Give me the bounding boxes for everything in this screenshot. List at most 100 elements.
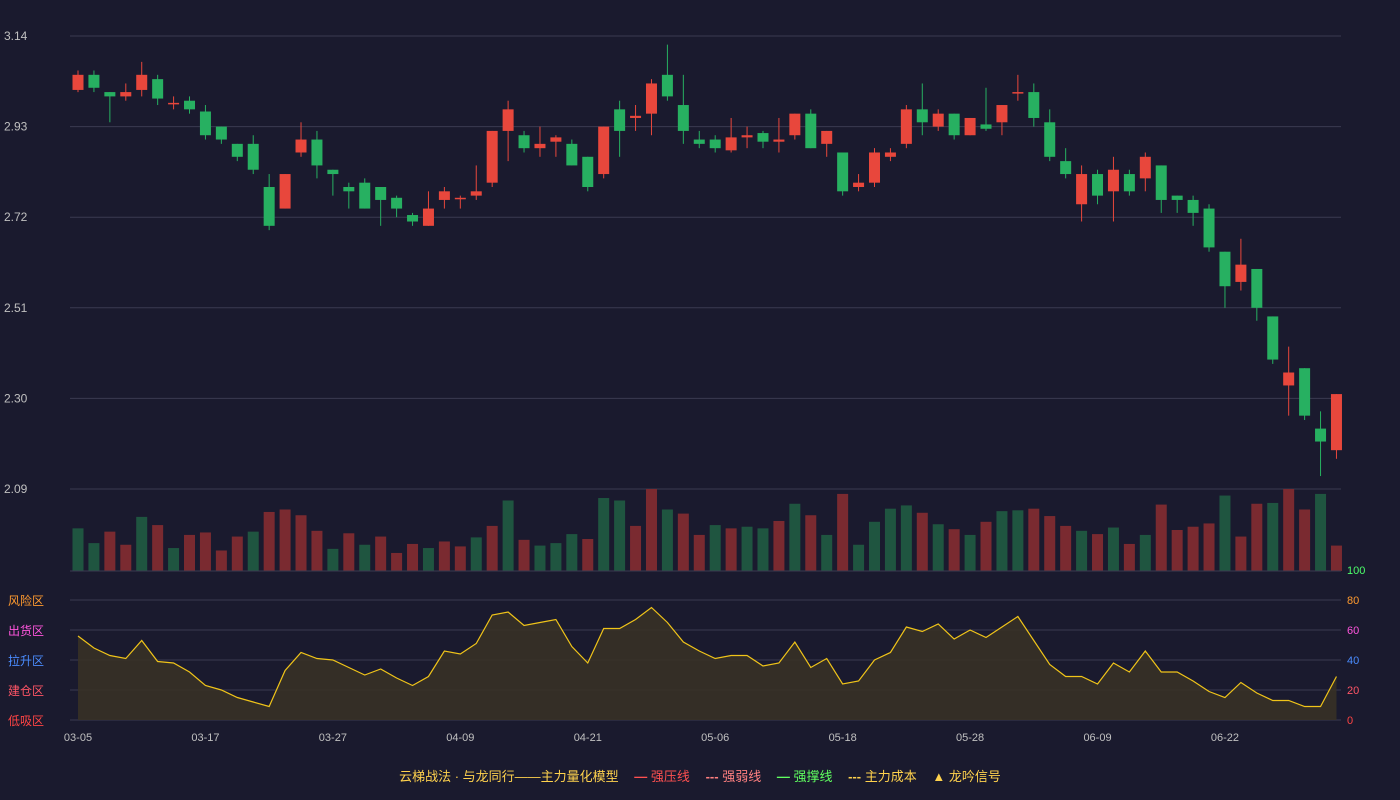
volume-bar: [359, 544, 371, 571]
candle-body: [470, 191, 482, 196]
volume-bar: [104, 531, 116, 571]
volume-bar: [502, 500, 514, 571]
candle-body: [263, 187, 275, 226]
price-tick-label: 2.09: [4, 482, 28, 496]
volume-bar: [518, 539, 530, 571]
legend-item-strength[interactable]: --- 强弱线: [706, 769, 762, 784]
x-tick-label: 06-09: [1083, 732, 1111, 744]
legend-support-symbol: —: [776, 769, 790, 784]
candle-body: [295, 139, 307, 153]
volume-bar: [1155, 504, 1167, 571]
candle-body: [805, 113, 817, 149]
candle-body: [152, 79, 164, 99]
volume-bar: [1235, 536, 1247, 571]
volume-bar: [1092, 534, 1104, 571]
legend-item-signal[interactable]: ▲ 龙吟信号: [932, 769, 1001, 784]
candle-body: [1107, 169, 1119, 192]
volume-bar: [741, 526, 753, 571]
x-tick-label: 05-28: [956, 732, 984, 744]
volume-bar: [550, 543, 562, 571]
volume-bar: [1283, 489, 1295, 571]
candle-body: [677, 105, 689, 131]
candle-body: [869, 152, 880, 183]
candle-body: [853, 182, 865, 187]
legend-pressure-label: 强压线: [650, 769, 690, 784]
legend-strength-symbol: ---: [705, 769, 719, 784]
candle-body: [359, 182, 371, 209]
candle-body: [837, 152, 849, 192]
volume-bar: [980, 521, 992, 571]
legend-cost-symbol: ---: [848, 769, 862, 784]
volume-bar: [1060, 525, 1072, 571]
volume-bar: [884, 508, 896, 571]
candle-body: [1299, 368, 1311, 416]
candle-body: [1139, 156, 1151, 179]
indicator-tick-label: 20: [1347, 685, 1359, 697]
candle-body: [1187, 199, 1199, 213]
volume-bar: [470, 537, 482, 571]
candle-body: [375, 187, 387, 200]
candle-body: [72, 74, 84, 90]
legend-item-pressure[interactable]: — 强压线: [634, 769, 690, 784]
volume-bar: [486, 525, 498, 571]
volume-bar: [1028, 508, 1040, 571]
candle-body: [789, 113, 801, 136]
volume-bar: [964, 534, 976, 571]
volume-bar: [184, 534, 196, 571]
price-tick-label: 2.30: [4, 391, 28, 405]
volume-bar: [231, 536, 243, 571]
volume-bar: [343, 533, 355, 571]
x-tick-label: 05-06: [701, 732, 729, 744]
volume-bar: [709, 525, 721, 571]
candle-body: [1283, 372, 1295, 386]
volume-bar: [693, 534, 705, 571]
volume-bar: [1203, 523, 1215, 571]
volume-bar: [1330, 545, 1342, 571]
candle-body: [1028, 92, 1040, 118]
zone-rally: 拉升区: [8, 654, 45, 668]
legend-item-cost[interactable]: --- 主力成本: [848, 769, 917, 784]
candle-body: [1044, 122, 1056, 157]
volume-bar: [869, 521, 880, 571]
candle-body: [120, 92, 132, 97]
x-tick-label: 04-09: [446, 732, 474, 744]
legend-strength-label: 强弱线: [722, 769, 762, 784]
candle-body: [757, 133, 769, 142]
legend-signal-label: 龙吟信号: [948, 769, 1001, 784]
indicator-tick-label: 0: [1347, 715, 1353, 727]
indicator-tick-label: 60: [1347, 625, 1359, 637]
candle-body: [630, 115, 642, 118]
candle-body: [1092, 174, 1104, 196]
candle-body: [438, 191, 450, 200]
candle-body: [741, 135, 753, 138]
candle-body: [1267, 316, 1279, 360]
candle-body: [407, 215, 419, 222]
volume-bar: [1044, 516, 1056, 571]
volume-bar: [152, 525, 164, 571]
candle-body: [582, 156, 594, 187]
volume-bar: [805, 515, 817, 571]
candle-body: [693, 139, 705, 144]
candle-body: [932, 113, 944, 127]
candle-body: [88, 74, 100, 88]
candle-body: [1076, 174, 1088, 205]
x-tick-label: 03-27: [319, 732, 347, 744]
indicator-tick-label: 100: [1347, 565, 1365, 577]
zone-lowbuy: 低吸区: [8, 714, 45, 728]
candle-body: [422, 208, 434, 226]
volume-bar: [598, 498, 610, 571]
candle-body: [343, 187, 355, 192]
price-tick-label: 2.51: [4, 301, 28, 315]
legend-item-support[interactable]: — 强撑线: [777, 769, 833, 784]
volume-bar: [853, 544, 865, 571]
volume-bar: [566, 534, 578, 571]
candle-body: [1251, 268, 1263, 308]
volume-bar: [1123, 543, 1135, 571]
volume-bar: [136, 516, 148, 571]
zone-distribution: 出货区: [8, 624, 45, 638]
indicator-area: [78, 607, 1337, 720]
volume-bar: [88, 543, 100, 571]
volume-bar: [279, 509, 291, 571]
indicator-tick-label: 40: [1347, 655, 1359, 667]
